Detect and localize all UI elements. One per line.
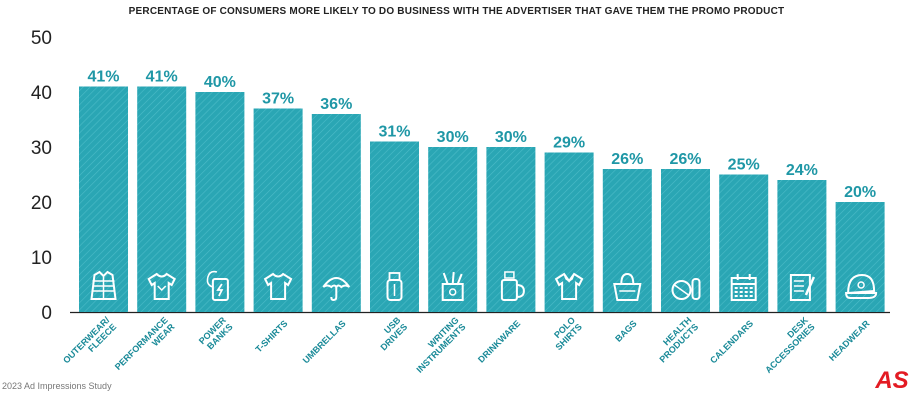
y-tick-label: 30 xyxy=(31,138,52,159)
bar xyxy=(195,92,245,312)
bar xyxy=(661,169,710,312)
category-label: HEADWEAR xyxy=(827,318,872,363)
data-label: 36% xyxy=(320,96,352,113)
category-label: POLOSHIRTS xyxy=(547,315,584,352)
y-tick-label: 10 xyxy=(31,248,52,269)
category-label: OUTERWEAR/FLEECE xyxy=(61,315,119,373)
bar xyxy=(602,169,652,312)
category-label: USBDRIVES xyxy=(372,315,410,353)
category-label: BAGS xyxy=(613,318,638,343)
data-label: 24% xyxy=(786,162,818,179)
category-label: DESKACCESSORIES xyxy=(757,315,817,375)
data-label: 20% xyxy=(844,184,876,201)
usb-drive-icon xyxy=(386,272,403,301)
data-label: 31% xyxy=(378,124,410,141)
performance-shirt-icon xyxy=(147,272,177,300)
umbrella-icon xyxy=(322,277,351,302)
t-shirt-icon xyxy=(263,272,293,300)
category-label: CALENDARS xyxy=(708,318,755,365)
y-tick-label: 40 xyxy=(31,83,52,104)
bar xyxy=(311,114,361,312)
data-label: 26% xyxy=(611,151,643,168)
logo-text: AS xyxy=(874,367,908,394)
power-bank-icon xyxy=(206,270,229,301)
data-label: 30% xyxy=(437,129,469,146)
mug-icon xyxy=(500,271,525,301)
y-tick-label: 0 xyxy=(41,303,52,324)
chart-title: PERCENTAGE OF CONSUMERS MORE LIKELY TO D… xyxy=(128,6,785,17)
category-label: WRITINGINSTRUMENTS xyxy=(408,315,468,375)
source-note: 2023 Ad Impressions Study xyxy=(2,381,112,391)
category-label: DRINKWARE xyxy=(476,318,522,364)
bar xyxy=(544,152,594,312)
health-products-icon xyxy=(671,278,701,300)
bar xyxy=(428,147,478,312)
y-tick-label: 50 xyxy=(31,28,52,49)
bar xyxy=(137,86,187,312)
pen-cup-icon xyxy=(441,271,464,301)
notepad-icon xyxy=(789,274,816,301)
calendar-icon xyxy=(730,274,757,301)
data-label: 41% xyxy=(146,69,178,86)
bar xyxy=(79,86,128,312)
data-label: 40% xyxy=(204,74,236,91)
bar xyxy=(835,202,885,312)
bar xyxy=(719,174,769,312)
bag-icon xyxy=(613,272,642,301)
data-label: 30% xyxy=(495,129,527,146)
data-label: 37% xyxy=(262,91,294,108)
category-label: T-SHIRTS xyxy=(253,318,289,354)
y-tick-label: 20 xyxy=(31,193,52,214)
jacket-icon xyxy=(90,270,117,300)
brand-logo: AS xyxy=(874,367,908,394)
polo-shirt-icon xyxy=(554,272,584,300)
bar xyxy=(777,180,827,312)
data-label: 29% xyxy=(553,135,585,152)
category-label: PERFORMANCEWEAR xyxy=(113,315,177,379)
category-label: HEALTHPRODUCTS xyxy=(651,315,701,365)
category-label: UMBRELLAS xyxy=(301,318,348,365)
data-label: 25% xyxy=(728,157,760,174)
data-label: 41% xyxy=(87,69,119,86)
bar xyxy=(370,141,419,312)
bar xyxy=(486,147,536,312)
category-label: POWERBANKS xyxy=(197,315,235,353)
cap-icon xyxy=(845,273,878,299)
bar xyxy=(253,108,303,312)
data-label: 26% xyxy=(669,151,701,168)
